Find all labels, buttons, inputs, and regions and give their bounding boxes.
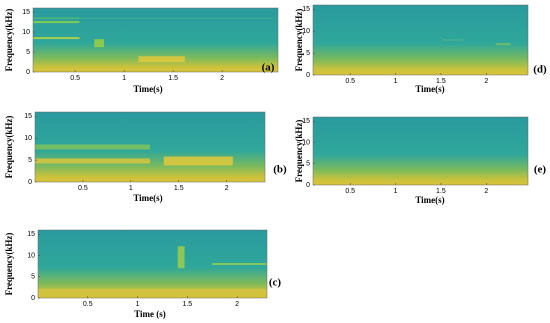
y-tick-label: 15 [24, 113, 32, 120]
x-tick-label: 2 [225, 185, 229, 192]
x-tick-label: 1.5 [168, 75, 178, 82]
panel-label: (a) [262, 62, 275, 74]
x-tick-label: 0.5 [345, 188, 355, 195]
y-tick-label: 15 [302, 118, 310, 125]
spectral-band [33, 37, 80, 40]
spectral-band [138, 56, 185, 63]
x-tick-label: 1 [394, 78, 398, 85]
y-tick-label: 10 [22, 29, 30, 36]
plot-frame [37, 229, 268, 299]
y-tick-label: 5 [31, 274, 35, 281]
plot-frame [312, 116, 529, 186]
y-tick-label: 10 [24, 135, 32, 142]
panel-label: (e) [534, 164, 547, 176]
x-tick-label: 1.5 [436, 188, 446, 195]
x-axis-label: Time (s) [134, 309, 166, 319]
x-tick-label: 1 [394, 188, 398, 195]
x-tick-label: 0.5 [345, 78, 355, 85]
plot-frame [34, 111, 266, 183]
spectral-band [33, 17, 80, 19]
y-tick-label: 15 [302, 6, 310, 13]
y-tick-label: 0 [31, 295, 35, 302]
x-tick-label: 2 [484, 78, 488, 85]
x-axis-label: Time(s) [415, 195, 444, 205]
x-tick-label: 2 [484, 188, 488, 195]
y-tick-label: 10 [302, 139, 310, 146]
x-tick-label: 0.5 [78, 185, 88, 192]
y-axis-label: Frequency(kHz) [4, 233, 14, 296]
x-tick-label: 1.5 [174, 185, 184, 192]
y-axis-label: Frequency(kHz) [4, 9, 14, 72]
spectrogram-image [313, 5, 528, 75]
spectral-band [442, 39, 464, 41]
spectral-band [35, 158, 150, 164]
x-tick-label: 1.5 [182, 301, 192, 308]
x-tick-label: 0.5 [83, 301, 93, 308]
x-tick-label: 1.5 [436, 78, 446, 85]
x-tick-label: 1 [136, 301, 140, 308]
x-tick-label: 2 [220, 75, 224, 82]
plot-frame [32, 7, 279, 73]
spectral-band [35, 144, 150, 150]
y-tick-label: 0 [26, 69, 30, 76]
y-tick-label: 5 [28, 157, 32, 164]
spectral-band [38, 288, 267, 294]
y-tick-label: 0 [306, 182, 310, 189]
x-tick-label: 1 [122, 75, 126, 82]
y-axis-label: Frequency(kHz) [294, 120, 304, 183]
spectral-band [495, 43, 511, 46]
y-tick-label: 15 [27, 231, 35, 238]
x-axis-label: Time(s) [133, 193, 162, 203]
panel-label: (b) [273, 164, 287, 176]
y-tick-label: 5 [306, 161, 310, 168]
y-tick-label: 0 [306, 72, 310, 79]
y-tick-label: 10 [27, 252, 35, 259]
x-tick-label: 0.5 [70, 75, 80, 82]
plot-frame [312, 4, 529, 76]
panel-label: (d) [533, 64, 547, 76]
y-tick-label: 15 [22, 9, 30, 16]
x-axis-label: Time(s) [133, 84, 162, 94]
x-axis-label: Time(s) [415, 84, 444, 94]
x-tick-label: 1 [129, 185, 133, 192]
y-axis-label: Frequency(kHz) [294, 9, 304, 72]
panel-label: (c) [269, 277, 282, 289]
x-tick-label: 2 [235, 301, 239, 308]
spectral-band [33, 21, 80, 24]
spectral-band [79, 17, 274, 19]
y-tick-label: 0 [28, 179, 32, 186]
panel: 0.5 1 1.5 2 0 5 10 15 Time(s) Frequency(kHz) (b) [4, 111, 287, 203]
panel: 0.5 1 1.5 2 0 5 10 15 Time (s) Frequency(kHz) (c) [4, 229, 282, 319]
spectral-band [94, 39, 105, 48]
spectral-band [212, 263, 267, 265]
y-axis-label: Frequency(kHz) [4, 116, 14, 179]
y-tick-label: 5 [26, 49, 30, 56]
panel: 0.5 1 1.5 2 0 5 10 15 Time(s) Frequency(kHz) (a) [4, 7, 279, 94]
spectrogram-image [313, 117, 528, 185]
spectral-band [163, 156, 233, 166]
spectral-band [177, 246, 185, 269]
panel: 0.5 1 1.5 2 0 5 10 15 Time(s) Frequency(kHz) (d) [294, 4, 547, 94]
y-tick-label: 10 [302, 28, 310, 35]
y-tick-label: 5 [306, 50, 310, 57]
panel: 0.5 1 1.5 2 0 5 10 15 Time(s) Frequency(kHz) (e) [294, 116, 547, 205]
